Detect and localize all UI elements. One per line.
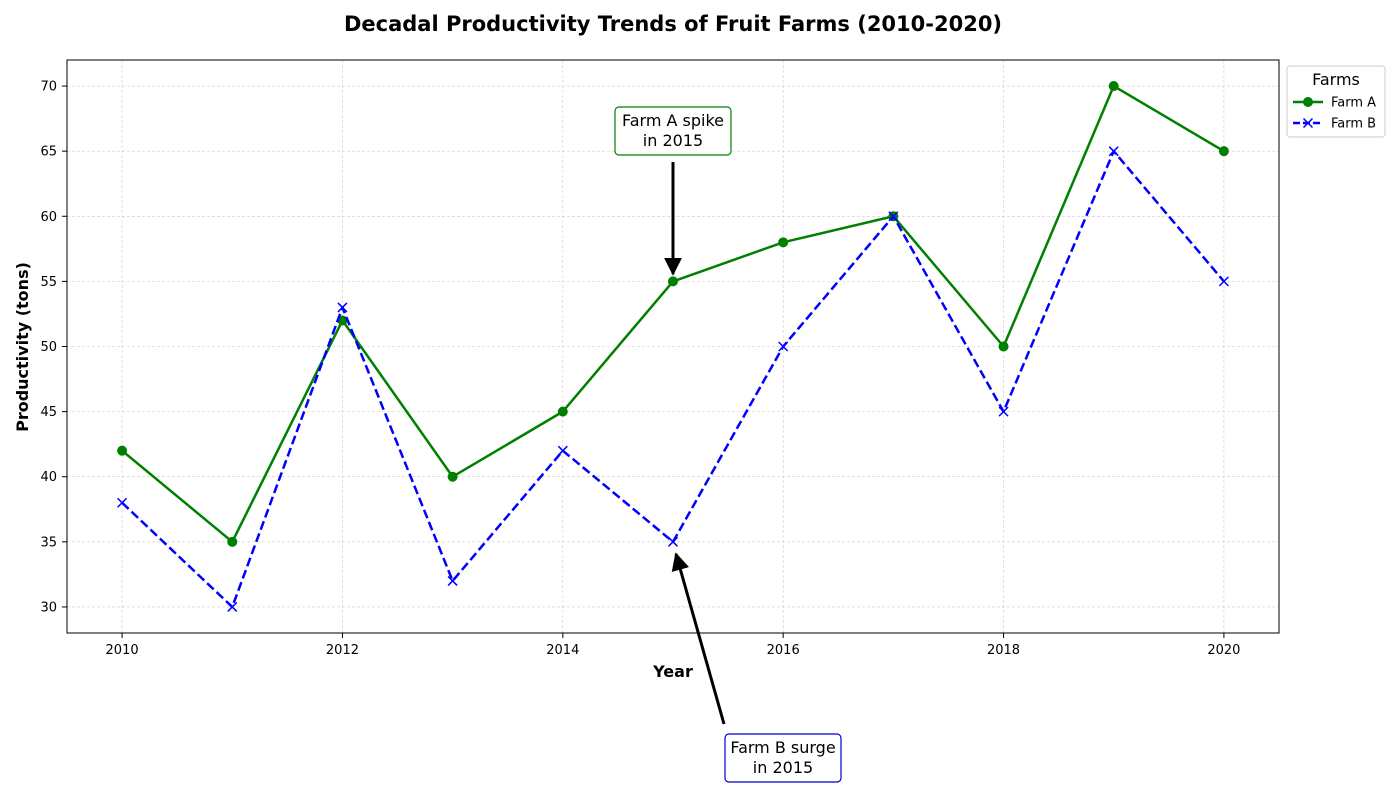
data-point xyxy=(447,471,458,482)
annotation-arrow xyxy=(671,552,726,725)
data-point xyxy=(888,211,899,222)
chart-title: Decadal Productivity Trends of Fruit Far… xyxy=(344,12,1002,36)
x-axis-label: Year xyxy=(652,662,693,681)
annotation-text: in 2015 xyxy=(643,131,703,150)
legend-title: Farms xyxy=(1312,70,1360,89)
annotation-text: in 2015 xyxy=(753,758,813,777)
data-point xyxy=(668,276,678,287)
data-point xyxy=(227,536,238,547)
series-layer xyxy=(117,81,1229,612)
y-tick-label: 35 xyxy=(40,535,57,550)
series-farm-b xyxy=(117,146,1229,612)
x-tick-label: 2010 xyxy=(106,643,139,658)
data-point xyxy=(998,341,1009,352)
data-point xyxy=(337,302,348,313)
data-point xyxy=(1218,146,1229,157)
y-tick-label: 70 xyxy=(40,80,57,95)
legend-entry: Farm A xyxy=(1293,96,1376,111)
x-tick-label: 2012 xyxy=(326,643,359,658)
x-tick-label: 2014 xyxy=(546,643,579,658)
data-point xyxy=(557,445,568,456)
data-point xyxy=(778,341,789,352)
legend-label: Farm B xyxy=(1331,117,1376,132)
legend: Farms Farm A Farm B xyxy=(1286,65,1386,138)
axis-ticks: 2010 2012 2014 2016 2018 2020 30 35 40 45 50 55 60 65… xyxy=(40,80,1240,658)
x-tick-label: 2018 xyxy=(987,643,1020,658)
y-tick-label: 50 xyxy=(40,340,57,355)
annotation-box xyxy=(724,733,842,783)
data-point xyxy=(1218,276,1229,287)
y-tick-label: 30 xyxy=(40,600,57,615)
data-point xyxy=(117,497,128,508)
x-tick-label: 2020 xyxy=(1207,643,1240,658)
y-tick-label: 45 xyxy=(40,405,57,420)
annotation-text: Farm A spike xyxy=(622,111,724,130)
data-point xyxy=(447,575,458,586)
data-point xyxy=(667,536,679,547)
data-point xyxy=(227,601,238,612)
x-tick-label: 2016 xyxy=(767,643,800,658)
legend-marker xyxy=(1302,117,1314,129)
legend-entry: Farm B xyxy=(1293,117,1376,132)
annotation-box xyxy=(614,106,732,156)
annotation-text: Farm B surge xyxy=(730,738,835,757)
legend-label: Farm A xyxy=(1331,96,1376,111)
data-point xyxy=(1108,81,1119,92)
data-point xyxy=(117,445,128,456)
data-point xyxy=(557,406,568,417)
legend-marker xyxy=(1303,97,1313,107)
y-axis-label: Productivity (tons) xyxy=(13,262,32,432)
y-tick-label: 40 xyxy=(40,470,57,485)
y-tick-label: 65 xyxy=(40,145,57,160)
y-tick-label: 55 xyxy=(40,275,57,290)
y-tick-label: 60 xyxy=(40,210,57,225)
data-point xyxy=(1108,146,1119,157)
data-point xyxy=(998,406,1009,417)
data-point xyxy=(778,237,789,248)
